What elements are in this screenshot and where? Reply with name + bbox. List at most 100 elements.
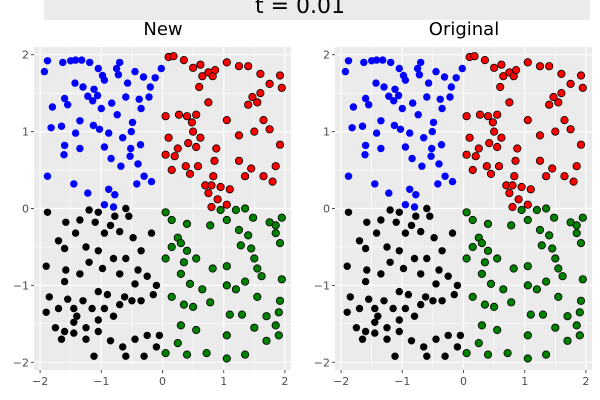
data-point-black [363,266,371,274]
data-point-red [475,110,485,119]
suptitle: t = 0.01 [254,0,346,19]
data-point-blue [97,104,106,113]
data-point-green [523,215,532,225]
data-point-red [196,60,205,69]
data-point-black [417,300,425,309]
data-point-green [231,205,240,215]
x-tick-label: −1 [93,375,109,388]
data-point-red [483,112,493,121]
data-point-green [182,219,192,228]
data-point-red [211,66,220,75]
data-point-blue [391,85,399,94]
x-tick-label: 0 [159,375,166,388]
x-tick-label: −2 [333,375,349,388]
data-point-black [91,218,99,226]
data-point-red [173,144,182,153]
data-point-blue [415,71,424,79]
y-tick-label: 1 [323,126,330,139]
data-point-green [241,277,250,286]
data-point-blue [137,104,145,113]
data-point-black [371,304,379,313]
data-point-red [222,116,231,125]
data-point-blue [47,124,55,132]
data-point-blue [427,152,435,160]
data-point-blue [413,64,422,73]
y-tick-label: −2 [314,356,330,369]
data-point-black [140,352,148,360]
data-point-green [545,231,554,240]
data-point-black [109,254,118,263]
data-point-blue [344,172,353,180]
data-point-green [532,285,542,294]
data-point-black [70,318,78,326]
data-point-green [274,308,283,317]
data-point-red [192,142,201,152]
data-point-blue [436,95,444,104]
data-point-green [202,348,211,358]
data-point-black [106,337,115,345]
data-point-black [380,297,388,305]
data-point-green [167,215,176,225]
data-point-black [435,266,443,274]
data-point-black [448,229,457,237]
data-point-red [244,62,253,71]
data-point-black [82,335,90,343]
data-point-black [423,254,431,263]
series-blue [40,56,165,211]
data-point-blue [48,103,57,111]
data-point-black [94,327,103,336]
data-point-blue [122,93,130,101]
data-point-black [129,234,137,242]
data-point-blue [90,85,98,94]
data-point-black [100,229,109,237]
panel-new: −2 −1 0 1 2 −2 −1 0 1 2 [13,47,291,388]
data-point-blue [136,141,145,149]
data-point-blue [418,162,426,170]
data-point-black [386,206,394,214]
data-point-green [523,262,532,271]
data-point-red [187,118,196,127]
x-tick-label: −2 [32,375,48,388]
data-point-green [507,221,516,230]
data-point-red [275,71,285,80]
data-point-red [465,133,474,142]
data-point-blue [377,117,385,125]
data-point-red [511,156,520,165]
data-point-red [510,172,519,181]
data-point-red [513,144,522,153]
data-point-red [241,172,250,181]
data-point-blue [361,94,370,103]
data-point-green [538,310,548,319]
data-point-blue [114,71,123,79]
data-point-green [549,213,559,222]
series-red [161,52,286,212]
data-point-red [265,125,274,134]
data-point-red [489,127,499,136]
data-point-black [383,335,391,343]
data-point-red [192,110,201,119]
data-point-red [271,162,280,171]
data-point-red [222,58,231,67]
data-point-red [216,182,225,192]
data-point-blue [385,189,393,197]
data-point-green [241,204,250,213]
data-point-red [207,181,216,190]
data-point-blue [452,74,460,82]
data-point-blue [100,143,109,151]
data-point-black [365,295,373,303]
data-point-red [170,152,179,161]
data-point-black [395,208,403,216]
data-point-blue [447,83,455,91]
data-point-black [401,304,410,313]
data-point-green [222,281,231,290]
data-point-red [189,63,198,72]
data-point-black [119,343,127,351]
data-point-green [526,310,535,319]
data-point-green [523,281,532,290]
data-point-black [109,312,118,320]
data-point-black [85,206,93,214]
data-point-black [423,352,431,360]
data-point-black [125,212,133,220]
data-point-black [395,247,403,255]
data-point-red [259,116,268,125]
